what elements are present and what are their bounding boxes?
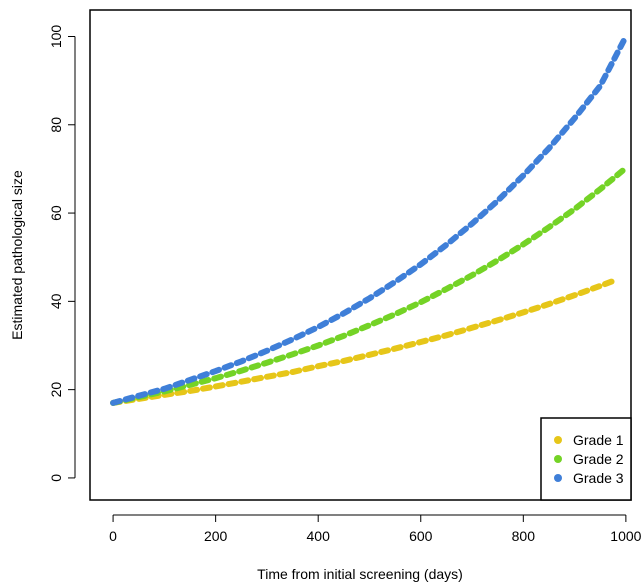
legend: Grade 1 Grade 2 Grade 3 — [540, 417, 632, 501]
plot-frame — [89, 9, 632, 501]
x-axis-label: Time from initial screening (days) — [257, 566, 463, 582]
legend-label-grade-1: Grade 1 — [573, 432, 624, 448]
y-axis-label: Estimated pathological size — [9, 170, 25, 340]
legend-marker-grade-2 — [554, 455, 562, 463]
series-line-grade-3 — [110, 33, 629, 406]
x-tick-label: 600 — [409, 528, 433, 544]
x-tick-label: 800 — [512, 528, 536, 544]
y-tick-label: 20 — [48, 382, 64, 398]
y-tick-label: 80 — [48, 117, 64, 133]
x-tick-label: 400 — [307, 528, 331, 544]
x-tick-label: 1000 — [610, 528, 641, 544]
y-tick-label: 40 — [48, 293, 64, 309]
x-tick-label: 200 — [204, 528, 228, 544]
y-tick-label: 100 — [48, 25, 64, 49]
y-axis: 0 20 40 60 80 100 — [48, 25, 76, 482]
series-line-grade-1 — [110, 278, 617, 406]
y-tick-label: 0 — [48, 474, 64, 482]
y-tick-label: 60 — [48, 205, 64, 221]
legend-marker-grade-1 — [554, 436, 562, 444]
x-axis: 0 200 400 600 800 1000 — [109, 514, 642, 544]
series-line-grade-2 — [110, 165, 629, 406]
legend-marker-grade-3 — [554, 474, 562, 482]
series-layer — [110, 33, 629, 406]
legend-label-grade-3: Grade 3 — [573, 470, 624, 486]
x-tick-label: 0 — [109, 528, 117, 544]
legend-label-grade-2: Grade 2 — [573, 451, 624, 467]
